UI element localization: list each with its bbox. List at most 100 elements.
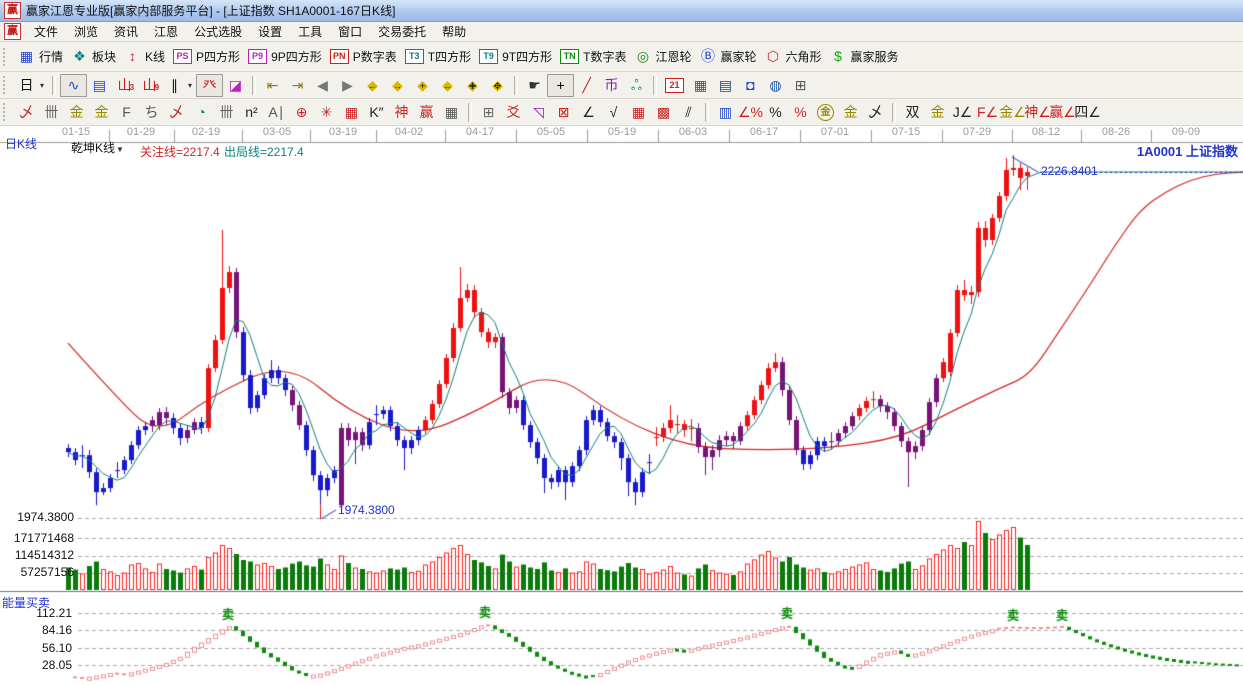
compress-diamond[interactable]: ◆ ✥ — [485, 75, 510, 96]
menu-item-2[interactable]: 资讯 — [114, 25, 139, 39]
hexagon-button[interactable]: ⬡ 六角形 — [761, 46, 826, 67]
percent-bar-tool[interactable]: % — [788, 102, 813, 123]
shen-grid-tool[interactable]: 神 — [389, 102, 414, 123]
double-wave-tool[interactable]: 双 — [900, 102, 925, 123]
stretch-diamond[interactable]: ◆ ↔ — [435, 75, 460, 96]
draw-pen-tool[interactable]: 乄 — [14, 102, 39, 123]
zoom-in-diamond[interactable]: ◆ ✚ — [460, 75, 485, 96]
crosshair-tool[interactable]: + — [547, 73, 575, 97]
time-cycle-tool[interactable]: ◔ — [189, 102, 214, 123]
t-number-button[interactable]: TN T数字表 — [556, 46, 630, 67]
gold-circle-tool[interactable]: 金 — [813, 102, 838, 123]
percent-line-tool[interactable]: ∠% — [738, 102, 763, 123]
first-bar-button[interactable]: ⇤ — [260, 75, 285, 96]
title-bar[interactable]: 赢 赢家江恩专业版[赢家内部服务平台] - [上证指数 SH1A0001-167… — [0, 0, 1243, 22]
menu-item-9[interactable]: 帮助 — [442, 25, 467, 39]
scroll-right-diamond[interactable]: ◆ → — [385, 75, 410, 96]
kline-button[interactable]: ↕ K线 — [120, 46, 169, 67]
number-grid-tool[interactable]: ▦ — [439, 102, 464, 123]
candle-style-selector[interactable]: ∥ ▾ — [162, 75, 196, 96]
save-button[interactable]: ◘ — [738, 75, 763, 96]
menu-item-7[interactable]: 窗口 — [338, 25, 363, 39]
trendline-tool[interactable]: ╱ — [574, 75, 599, 96]
n-square-tool[interactable]: n² — [239, 102, 264, 123]
wave-tool[interactable]: ∿ — [60, 73, 88, 97]
calculator-button[interactable]: ▦ — [688, 75, 713, 96]
zigzag-tool[interactable]: √ — [601, 102, 626, 123]
p-square-button[interactable]: PS P四方形 — [169, 46, 244, 67]
f-angle-tool[interactable]: F∠ — [975, 102, 1000, 123]
winner-service-button[interactable]: $ 赢家服务 — [826, 46, 903, 67]
p-number-button[interactable]: PN P数字表 — [326, 46, 401, 67]
info-panel-button[interactable]: ▤ — [87, 75, 112, 96]
calendar-button[interactable]: 21 — [661, 76, 688, 95]
sectors-button[interactable]: ❖ 板块 — [67, 46, 120, 67]
gann-wheel-button[interactable]: ◎ 江恩轮 — [630, 46, 695, 67]
five-grid-tool[interactable]: ち — [139, 102, 164, 123]
box-fan-tool[interactable]: ◹ — [526, 102, 551, 123]
menu-item-6[interactable]: 工具 — [298, 25, 323, 39]
indicator-name-label[interactable]: 能量买卖 — [2, 596, 51, 610]
qiankun-pattern-button[interactable]: 癶 — [196, 73, 224, 97]
qiankun-kline-selector[interactable]: 乾坤K线▼ — [71, 141, 124, 155]
ink-pen-tool[interactable]: 乄 — [863, 102, 888, 123]
target-tool[interactable]: ⊕ — [289, 102, 314, 123]
last-bar-button[interactable]: ⇥ — [285, 75, 310, 96]
gold-grid2-tool[interactable]: 金 — [89, 102, 114, 123]
grid-tool[interactable]: 卌 — [39, 102, 64, 123]
a-line-tool[interactable]: A∣ — [264, 102, 289, 123]
kline-chart-canvas[interactable] — [0, 126, 1243, 685]
box-measure-tool[interactable]: ⊞ — [476, 102, 501, 123]
star-tool[interactable]: ✳ — [314, 102, 339, 123]
pattern-tool[interactable]: ஃ — [624, 75, 649, 96]
shen-angle-tool[interactable]: 神∠ — [1024, 102, 1051, 123]
9t-square-button[interactable]: T9 9T四方形 — [475, 46, 556, 67]
menu-item-5[interactable]: 设置 — [258, 25, 283, 39]
price-grid-tool[interactable]: ▦ — [626, 102, 651, 123]
gold-underline-tool[interactable]: 金 — [925, 102, 950, 123]
red-grid-tool[interactable]: ▦ — [339, 102, 364, 123]
attention-line-label: 关注线=2217.4 — [140, 145, 220, 159]
prev-bar-button[interactable]: ◀ — [310, 75, 335, 96]
print-button[interactable]: ⊞ — [788, 75, 813, 96]
quotes-button[interactable]: ▦ 行情 — [14, 46, 67, 67]
gann-draw-tool[interactable]: 币 — [599, 75, 624, 96]
menu-item-1[interactable]: 浏览 — [74, 25, 99, 39]
next-bar-button[interactable]: ▶ — [335, 75, 360, 96]
price-grid2-tool[interactable]: ▩ — [651, 102, 676, 123]
gold-grid-tool[interactable]: 金 — [64, 102, 89, 123]
percent-tool[interactable]: % — [763, 102, 788, 123]
hand-tool[interactable]: ☛ — [522, 75, 547, 96]
gold-line-tool[interactable]: 金 — [838, 102, 863, 123]
si-angle-tool[interactable]: 四∠ — [1074, 102, 1101, 123]
menu-item-4[interactable]: 公式选股 — [194, 25, 243, 39]
period-selector[interactable]: 日 ▾ — [14, 75, 48, 96]
scroll-left-diamond[interactable]: ◆ ← — [360, 75, 385, 96]
volume-profile-button[interactable]: ◪ — [223, 75, 248, 96]
export-button[interactable]: ◍ — [763, 75, 788, 96]
ying-grid-tool[interactable]: 赢 — [414, 102, 439, 123]
k-quote-tool[interactable]: K″ — [364, 102, 389, 123]
document-icon[interactable]: 赢 — [4, 23, 21, 40]
ray-fan-tool[interactable]: 爻 — [501, 102, 526, 123]
t-square-button[interactable]: T3 T四方形 — [401, 46, 475, 67]
ying-angle-tool[interactable]: 赢∠ — [1049, 102, 1076, 123]
menu-item-8[interactable]: 交易委托 — [378, 25, 427, 39]
winner-wheel-button[interactable]: Ⓑ 赢家轮 — [695, 46, 760, 67]
angle-line-tool[interactable]: ∠ — [576, 102, 601, 123]
expand-diamond[interactable]: ◆ + — [410, 75, 435, 96]
menu-item-3[interactable]: 江恩 — [154, 25, 179, 39]
f-grid-tool[interactable]: F — [114, 102, 139, 123]
menu-item-0[interactable]: 文件 — [34, 25, 59, 39]
parallel-lines-tool[interactable]: ⫽ — [676, 102, 701, 123]
9p-square-button[interactable]: P9 9P四方形 — [244, 46, 326, 67]
box-fan2-tool[interactable]: ⊠ — [551, 102, 576, 123]
histogram-tool[interactable]: ▥ — [713, 102, 738, 123]
gold-angle-tool[interactable]: 金∠ — [999, 102, 1026, 123]
grid2-tool[interactable]: 卌 — [214, 102, 239, 123]
report-button[interactable]: ▤ — [713, 75, 738, 96]
pen2-tool[interactable]: 乄 — [164, 102, 189, 123]
j-angle-tool[interactable]: J∠ — [950, 102, 975, 123]
